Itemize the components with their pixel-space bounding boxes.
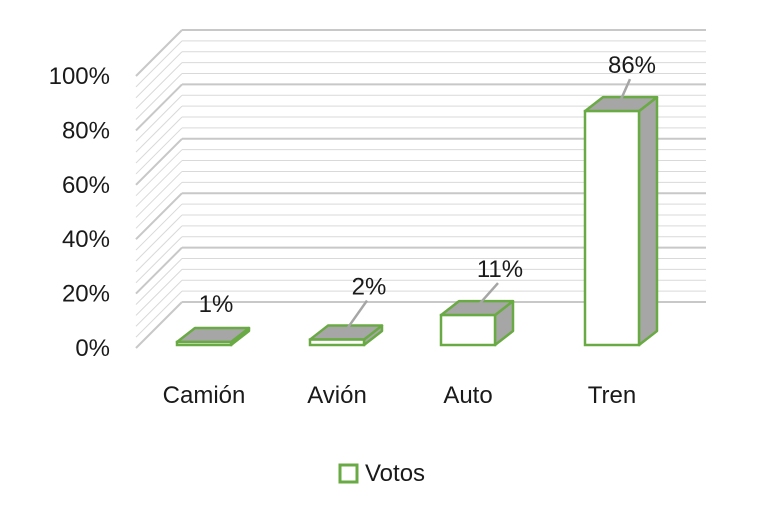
gridline-side [135,73,183,120]
gridline-side [135,290,183,338]
gridline-major-side [135,301,183,349]
bar-avión [308,338,366,347]
data-label: 11% [477,256,523,283]
gridline-side [135,258,183,305]
gridline-side [135,203,183,251]
gridline-side [135,62,183,109]
gridline-major-side [135,83,183,132]
y-tick-label: 100% [49,63,110,90]
gridline-major-side [135,138,183,186]
data-label-leader-line [616,78,632,107]
gridline-side [135,160,183,207]
data-label: 86% [608,52,656,79]
data-label-leader-line [473,282,499,311]
gridline-major-side [135,29,183,77]
gridline-side [135,236,183,284]
bars [175,95,659,347]
legend: Votos [338,460,425,487]
bar-tren [583,109,641,347]
data-label: 2% [352,274,387,301]
gridline-major-side [135,192,183,240]
y-axis-tick-labels: 0% 20% 40% 60% 80% 100% [49,63,110,362]
y-tick-label: 40% [62,226,110,253]
legend-label-votos: Votos [365,460,425,487]
gridline-side [135,214,183,262]
y-tick-label: 20% [62,281,110,308]
data-label: 1% [199,291,234,318]
gridline-side [135,116,183,164]
gridline-side [135,171,183,218]
gridline-side [135,149,183,197]
x-tick-label: Auto [443,382,492,409]
y-tick-label: 0% [75,335,110,362]
gridline-side [135,40,183,88]
legend-swatch [338,463,359,484]
x-axis-tick-labels: Camión Avión Auto Tren [163,382,637,409]
gridline-side [135,127,183,175]
bar-auto [439,313,497,347]
bar-camión [175,340,233,347]
data-label-leader-line [341,299,369,336]
x-tick-label: Avión [307,382,367,409]
x-tick-label: Camión [163,382,246,409]
gridline-major-side [135,246,183,295]
y-tick-label: 60% [62,172,110,199]
y-tick-label: 80% [62,117,110,144]
data-labels: 1% 2% 11% 86% [199,52,656,336]
gridline-side [135,105,183,153]
gridline-side [135,94,183,142]
gridline-side [135,279,183,327]
gridline-side [135,269,183,316]
gridline-side [135,225,183,273]
gridline-side [135,51,183,99]
gridline-side [135,181,183,229]
bar-side-face [637,95,659,347]
x-tick-label: Tren [588,382,636,409]
